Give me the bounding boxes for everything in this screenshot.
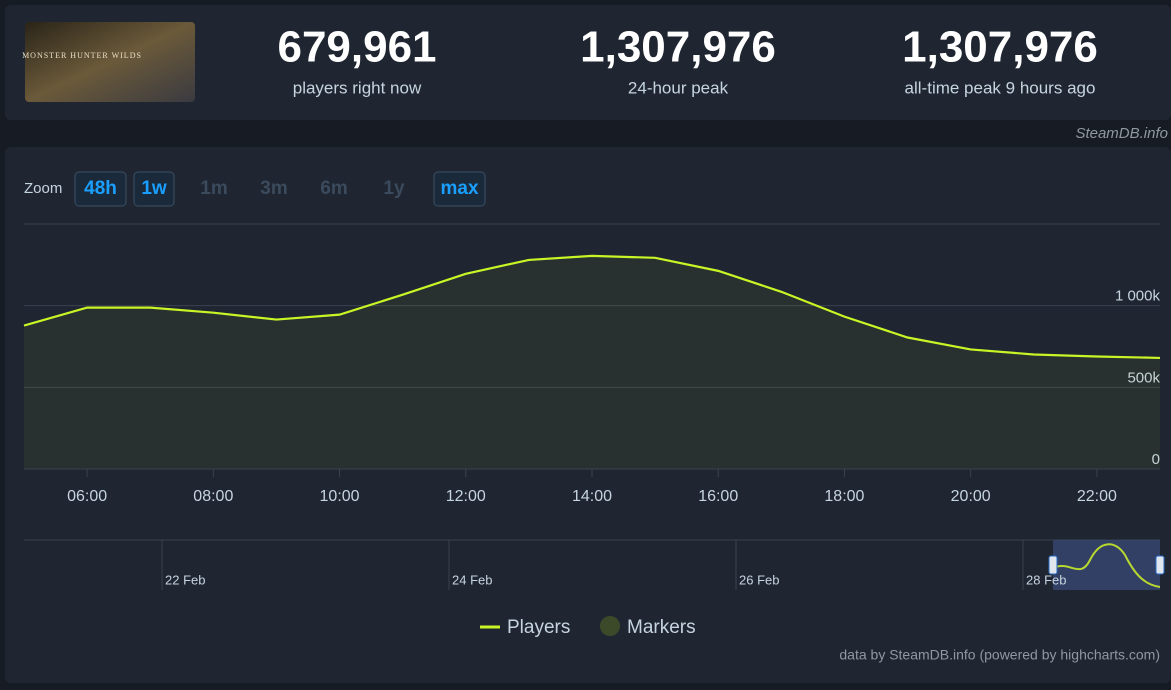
zoom-button[interactable] <box>433 171 486 207</box>
zoom-button-label[interactable]: 1w <box>141 178 167 199</box>
navigator-handle <box>1048 555 1058 575</box>
players-area <box>24 255 1160 469</box>
y-tick-label: 500k <box>1127 369 1160 386</box>
zoom-button-label[interactable]: 48h <box>84 178 117 199</box>
legend-label[interactable]: Markers <box>627 617 696 638</box>
legend-swatch <box>600 616 620 636</box>
stat-value: 679,961 <box>277 23 436 72</box>
zoom-button-label: 6m <box>320 178 347 199</box>
legend-label[interactable]: Players <box>507 617 570 638</box>
x-tick-label: 16:00 <box>698 488 738 505</box>
x-tick-label: 22:00 <box>1077 488 1117 505</box>
x-tick-label: 14:00 <box>572 488 612 505</box>
navigator-selection <box>1053 540 1160 590</box>
zoom-button[interactable] <box>133 171 175 207</box>
zoom-button-label: 1m <box>200 178 227 199</box>
stat-label: players right now <box>293 78 422 97</box>
navigator-label: 24 Feb <box>452 572 492 587</box>
watermark: SteamDB.info <box>1075 125 1168 142</box>
stats-panel <box>5 5 1171 120</box>
zoom-button[interactable] <box>74 171 127 207</box>
x-tick-label: 20:00 <box>951 488 991 505</box>
zoom-button-label: 3m <box>260 178 287 199</box>
x-tick-label: 06:00 <box>67 488 107 505</box>
game-image <box>25 22 195 102</box>
zoom-label: Zoom <box>24 180 62 197</box>
y-tick-label: 0 <box>1152 451 1160 468</box>
game-image-text: MONSTER HUNTER WILDS <box>22 51 142 60</box>
stat-value: 1,307,976 <box>902 23 1098 72</box>
navigator-label: 28 Feb <box>1026 572 1066 587</box>
navigator-line <box>1052 543 1161 588</box>
navigator-label: 22 Feb <box>165 572 205 587</box>
x-tick-label: 08:00 <box>193 488 233 505</box>
x-tick-label: 12:00 <box>446 488 486 505</box>
zoom-button-label[interactable]: max <box>440 178 478 199</box>
navigator-handle <box>1155 555 1165 575</box>
credit: data by SteamDB.info (powered by highcha… <box>839 647 1160 663</box>
chart-panel <box>5 147 1171 683</box>
x-tick-label: 18:00 <box>824 488 864 505</box>
navigator-label: 26 Feb <box>739 572 779 587</box>
players-line <box>23 254 1161 360</box>
stat-value: 1,307,976 <box>580 23 776 72</box>
zoom-button-label: 1y <box>383 178 405 199</box>
x-tick-label: 10:00 <box>320 488 360 505</box>
y-tick-label: 1 000k <box>1115 288 1161 305</box>
stat-label: all-time peak 9 hours ago <box>905 78 1096 97</box>
stat-label: 24-hour peak <box>628 78 729 97</box>
